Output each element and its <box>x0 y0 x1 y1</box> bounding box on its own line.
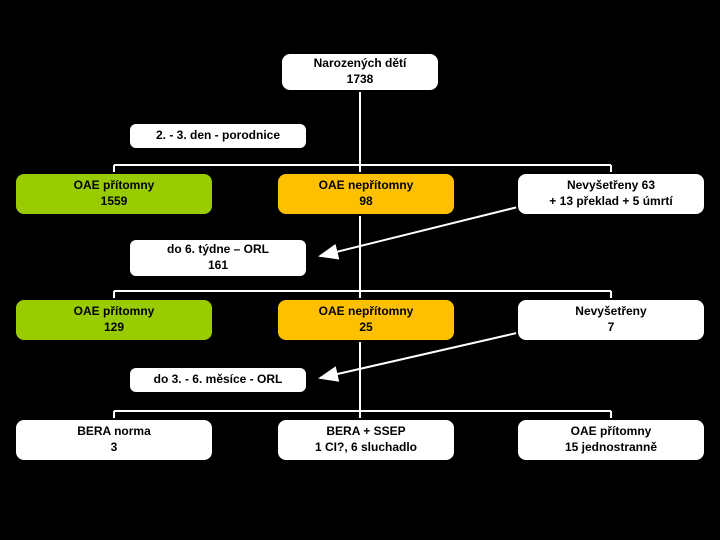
node-r3c1-line2: 3 <box>111 440 118 456</box>
node-r1c2-line1: OAE nepřítomny <box>319 178 414 194</box>
node-r1c1-line1: OAE přítomny <box>74 178 155 194</box>
node-r2c2-line2: 25 <box>359 320 372 336</box>
node-r1c3-line2: + 13 překlad + 5 úmrtí <box>549 194 672 210</box>
node-r3c2-line2: 1 CI?, 6 sluchadlo <box>315 440 417 456</box>
node-r3c3: OAE přítomny 15 jednostranně <box>516 418 706 462</box>
node-r2c2: OAE nepřítomny 25 <box>276 298 456 342</box>
node-r1c2-line2: 98 <box>359 194 372 210</box>
node-r2c1: OAE přítomny 129 <box>14 298 214 342</box>
node-r2c3-line2: 7 <box>608 320 615 336</box>
node-r3c3-line2: 15 jednostranně <box>565 440 657 456</box>
node-r1c1: OAE přítomny 1559 <box>14 172 214 216</box>
node-r2c1-line1: OAE přítomny <box>74 304 155 320</box>
node-r3c2-line1: BERA + SSEP <box>326 424 405 440</box>
node-root-line2: 1738 <box>347 72 374 88</box>
node-r1c3-line1: Nevyšetřeny 63 <box>567 178 655 194</box>
node-r3c1: BERA norma 3 <box>14 418 214 462</box>
node-r3c3-line1: OAE přítomny <box>571 424 652 440</box>
node-r2c3-line1: Nevyšetřeny <box>575 304 646 320</box>
node-stage2: do 6. týdne – ORL 161 <box>128 238 308 278</box>
node-stage3-line1: do 3. - 6. měsíce - ORL <box>154 372 283 388</box>
node-stage1-line1: 2. - 3. den - porodnice <box>156 128 280 144</box>
node-stage2-line2: 161 <box>208 258 228 274</box>
node-r1c1-line2: 1559 <box>101 194 128 210</box>
node-r3c1-line1: BERA norma <box>77 424 151 440</box>
node-root: Narozených dětí 1738 <box>280 52 440 92</box>
node-root-line1: Narozených dětí <box>314 56 407 72</box>
node-r2c2-line1: OAE nepřítomny <box>319 304 414 320</box>
node-r2c3: Nevyšetřeny 7 <box>516 298 706 342</box>
node-stage1: 2. - 3. den - porodnice <box>128 122 308 150</box>
node-r1c3: Nevyšetřeny 63 + 13 překlad + 5 úmrtí <box>516 172 706 216</box>
node-r2c1-line2: 129 <box>104 320 124 336</box>
node-stage3: do 3. - 6. měsíce - ORL <box>128 366 308 394</box>
node-stage2-line1: do 6. týdne – ORL <box>167 242 269 258</box>
node-r3c2: BERA + SSEP 1 CI?, 6 sluchadlo <box>276 418 456 462</box>
node-r1c2: OAE nepřítomny 98 <box>276 172 456 216</box>
